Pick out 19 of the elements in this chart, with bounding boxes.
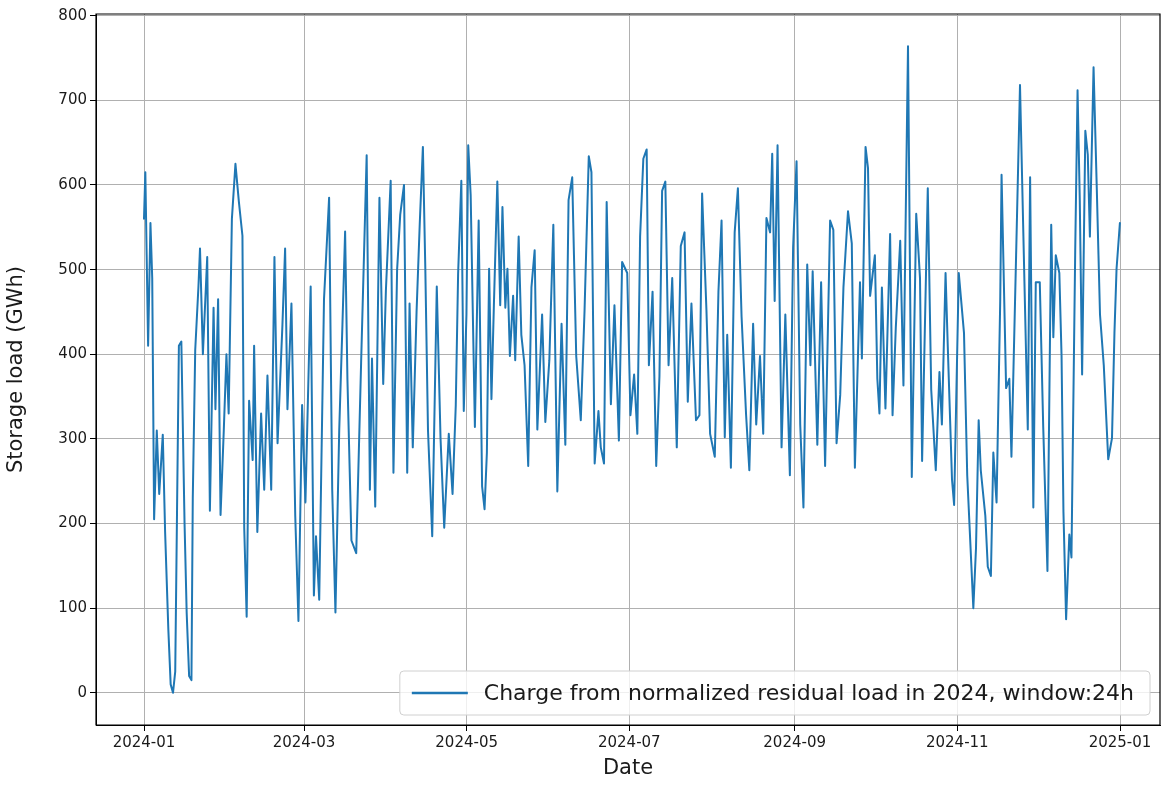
x-tick-label: 2025-01 [1088, 732, 1152, 751]
y-tick-label: 700 [58, 90, 87, 109]
y-tick-label: 600 [58, 174, 87, 193]
y-tick-label: 500 [58, 259, 87, 278]
y-tick-label: 300 [58, 428, 87, 447]
x-tick-label: 2024-03 [272, 732, 336, 751]
x-tick-label: 2024-07 [597, 732, 661, 751]
y-tick-label: 400 [58, 344, 87, 363]
x-tick-label: 2024-01 [112, 732, 176, 751]
legend-label: Charge from normalized residual load in 2024, window:24h [483, 679, 1135, 705]
x-axis-title: Date [602, 754, 654, 779]
x-tick-label: 2024-11 [925, 732, 989, 751]
x-tick-label: 2024-09 [763, 732, 827, 751]
x-tick-label: 2024-05 [435, 732, 499, 751]
y-tick-label: 0 [77, 682, 87, 701]
y-tick-label: 200 [58, 513, 87, 532]
y-tick-label: 800 [58, 5, 87, 24]
y-axis-title: Storage load (GWh) [3, 265, 28, 474]
y-tick-label: 100 [58, 598, 87, 617]
